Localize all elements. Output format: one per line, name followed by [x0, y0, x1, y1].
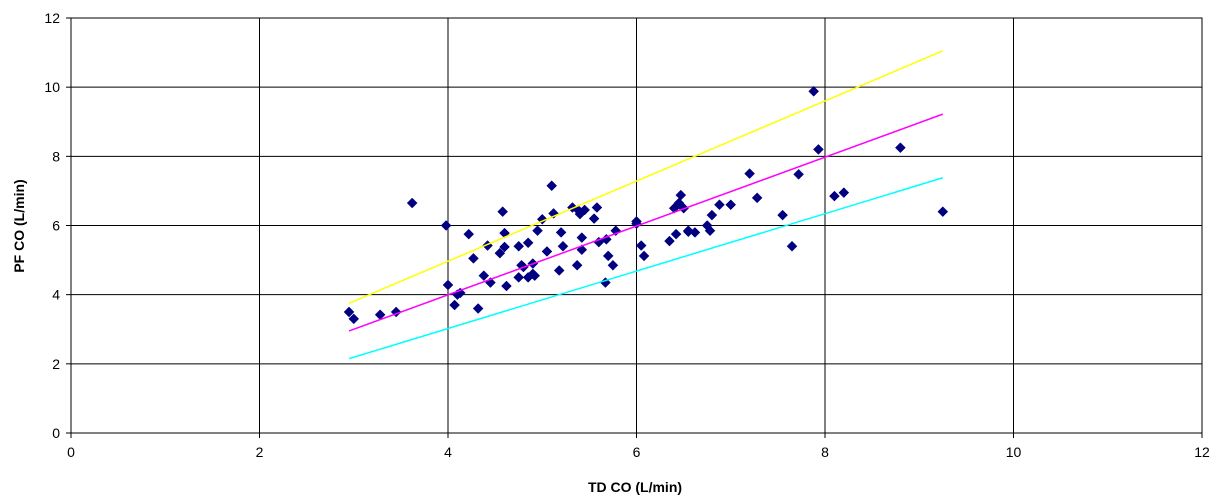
y-tick-label: 10	[44, 79, 60, 95]
data-point	[751, 192, 763, 204]
series-line	[348, 113, 944, 332]
data-point	[522, 237, 534, 249]
data-point	[937, 206, 949, 218]
data-point	[513, 272, 525, 283]
data-point	[501, 280, 512, 292]
data-point	[571, 259, 583, 271]
data-point	[808, 85, 820, 97]
x-axis-title: TD CO (L/min)	[588, 479, 682, 495]
data-point	[725, 199, 737, 211]
series-layer	[343, 50, 949, 360]
series-line	[348, 50, 944, 305]
data-point	[499, 241, 510, 253]
data-point	[555, 227, 567, 238]
data-point	[557, 240, 569, 252]
data-point	[670, 228, 682, 240]
data-point	[546, 180, 558, 192]
data-point	[744, 168, 755, 179]
data-point	[494, 247, 506, 259]
data-point	[895, 142, 906, 154]
data-point	[449, 299, 460, 311]
data-point	[343, 306, 355, 318]
data-point	[348, 313, 360, 325]
data-point	[442, 279, 454, 291]
data-point	[793, 168, 804, 180]
data-point	[635, 240, 647, 251]
data-point	[664, 235, 675, 247]
data-point	[675, 189, 687, 201]
x-tick-label: 2	[256, 444, 264, 460]
data-point	[440, 220, 452, 231]
data-point	[576, 232, 588, 243]
data-point	[682, 226, 694, 238]
data-point	[497, 206, 509, 218]
data-point	[588, 213, 600, 224]
data-point	[704, 225, 716, 237]
x-tick-label: 12	[1194, 444, 1210, 460]
axis-layer: 0 2 4 6 8 10 12 0 2 4 6 8 10 12	[44, 10, 1210, 460]
data-point	[838, 187, 850, 198]
data-point	[579, 204, 591, 216]
y-tick-label: 12	[44, 10, 60, 26]
data-point	[513, 240, 525, 252]
data-point	[602, 250, 614, 262]
data-point	[638, 250, 650, 262]
data-point	[813, 144, 824, 155]
grid-lines	[70, 17, 1203, 434]
x-tick-label: 6	[633, 444, 641, 460]
data-point	[468, 253, 479, 264]
y-tick-label: 0	[52, 425, 60, 441]
data-point	[786, 240, 798, 252]
series-line	[348, 177, 944, 360]
data-point	[591, 202, 603, 213]
y-tick-label: 8	[52, 148, 60, 164]
data-point	[532, 225, 543, 237]
x-tick-label: 0	[67, 444, 75, 460]
y-tick-label: 6	[52, 218, 60, 234]
data-point	[529, 270, 541, 281]
y-axis-title: PF CO (L/min)	[11, 179, 27, 272]
data-point	[406, 197, 418, 209]
data-point	[829, 190, 840, 202]
x-tick-label: 4	[444, 444, 452, 460]
data-point	[463, 228, 475, 240]
data-point	[541, 246, 553, 257]
y-tick-label: 2	[52, 356, 60, 372]
y-tick-label: 4	[52, 287, 60, 303]
data-point	[706, 209, 718, 221]
data-point	[478, 270, 490, 281]
x-tick-label: 10	[1006, 444, 1022, 460]
data-point	[472, 303, 484, 314]
data-point	[689, 227, 701, 238]
data-point	[607, 259, 619, 271]
data-point	[714, 199, 725, 211]
data-point	[777, 209, 788, 221]
x-tick-label: 8	[821, 444, 829, 460]
data-point	[553, 265, 565, 276]
